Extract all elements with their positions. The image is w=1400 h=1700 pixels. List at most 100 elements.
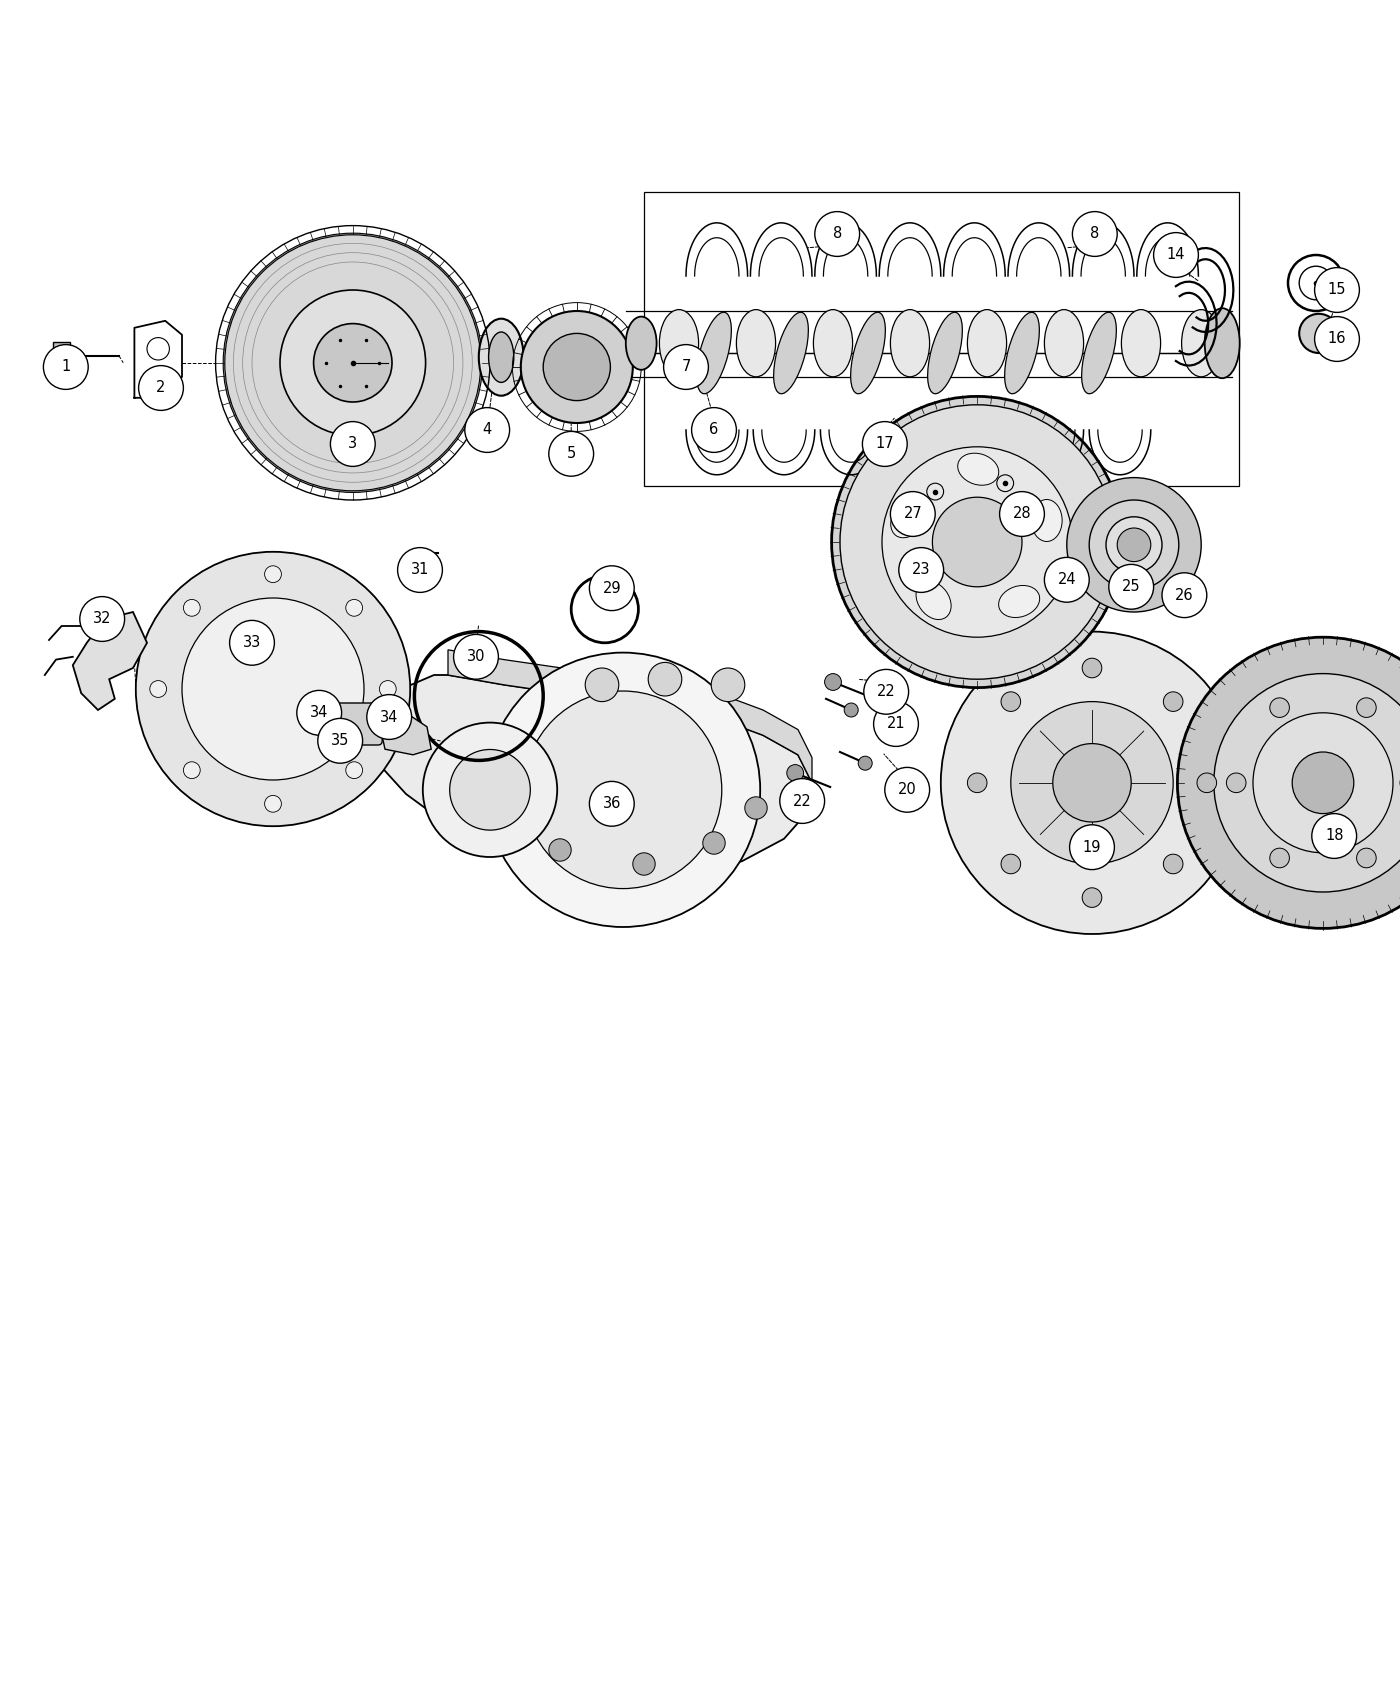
Circle shape	[136, 552, 410, 826]
Text: 4: 4	[483, 423, 491, 437]
Circle shape	[1357, 697, 1376, 717]
Circle shape	[398, 547, 442, 592]
Bar	[644, 354, 1239, 486]
Text: 18: 18	[1324, 828, 1344, 843]
Text: 14: 14	[1166, 248, 1186, 262]
Circle shape	[183, 762, 200, 779]
Circle shape	[589, 566, 634, 610]
Text: 26: 26	[1175, 588, 1194, 604]
Circle shape	[1315, 316, 1359, 362]
Text: 27: 27	[903, 507, 923, 522]
Ellipse shape	[489, 332, 514, 382]
Circle shape	[549, 432, 594, 476]
Circle shape	[346, 600, 363, 615]
Bar	[53, 342, 70, 371]
Circle shape	[664, 345, 708, 389]
Text: 16: 16	[1327, 332, 1347, 347]
Circle shape	[825, 673, 841, 690]
Circle shape	[1357, 848, 1376, 867]
Circle shape	[1070, 824, 1114, 870]
Circle shape	[346, 762, 363, 779]
Ellipse shape	[659, 309, 699, 377]
Ellipse shape	[890, 500, 925, 537]
Circle shape	[1270, 697, 1289, 717]
Circle shape	[1082, 887, 1102, 908]
Text: 2: 2	[157, 381, 165, 396]
Circle shape	[1253, 712, 1393, 853]
Text: 19: 19	[1082, 840, 1102, 855]
Circle shape	[864, 670, 909, 714]
Ellipse shape	[1182, 309, 1221, 377]
Text: 30: 30	[466, 649, 486, 665]
Circle shape	[1292, 751, 1354, 814]
Circle shape	[465, 408, 510, 452]
Circle shape	[379, 680, 396, 697]
Text: 8: 8	[833, 226, 841, 241]
Circle shape	[265, 566, 281, 583]
Circle shape	[585, 668, 619, 702]
Polygon shape	[73, 612, 147, 711]
Circle shape	[230, 620, 274, 665]
Text: 1: 1	[62, 359, 70, 374]
Circle shape	[1177, 638, 1400, 928]
Ellipse shape	[774, 313, 808, 394]
Circle shape	[815, 211, 860, 257]
Circle shape	[43, 345, 88, 389]
Circle shape	[1011, 702, 1173, 864]
Circle shape	[1044, 558, 1089, 602]
Text: 22: 22	[792, 794, 812, 809]
Circle shape	[1001, 853, 1021, 874]
Circle shape	[80, 597, 125, 641]
Circle shape	[1082, 658, 1102, 678]
Text: 34: 34	[379, 709, 399, 724]
Ellipse shape	[736, 309, 776, 377]
Circle shape	[330, 422, 375, 466]
Circle shape	[633, 853, 655, 876]
Circle shape	[543, 333, 610, 401]
Circle shape	[1163, 853, 1183, 874]
Text: 23: 23	[911, 563, 931, 578]
Circle shape	[1109, 564, 1154, 609]
FancyBboxPatch shape	[323, 704, 382, 745]
Circle shape	[524, 690, 722, 889]
Circle shape	[932, 496, 1022, 586]
Text: 5: 5	[567, 447, 575, 461]
Text: 17: 17	[875, 437, 895, 452]
Ellipse shape	[697, 313, 731, 394]
Polygon shape	[371, 675, 812, 877]
Ellipse shape	[479, 318, 524, 396]
Circle shape	[549, 838, 571, 862]
Circle shape	[1315, 267, 1359, 313]
Ellipse shape	[813, 309, 853, 377]
Ellipse shape	[626, 316, 657, 371]
Ellipse shape	[1082, 313, 1116, 394]
Ellipse shape	[1005, 313, 1039, 394]
Circle shape	[318, 719, 363, 763]
Circle shape	[224, 235, 482, 491]
Circle shape	[899, 547, 944, 592]
Text: 24: 24	[1057, 573, 1077, 586]
Circle shape	[711, 668, 745, 702]
Circle shape	[1053, 743, 1131, 823]
Bar	[644, 192, 1239, 354]
Text: 28: 28	[1012, 507, 1032, 522]
Text: 31: 31	[410, 563, 430, 578]
Circle shape	[1117, 529, 1151, 561]
Text: 22: 22	[876, 685, 896, 699]
Circle shape	[1299, 314, 1338, 354]
Circle shape	[302, 716, 319, 733]
Circle shape	[941, 632, 1243, 933]
Circle shape	[692, 408, 736, 452]
Circle shape	[1312, 814, 1357, 858]
Circle shape	[589, 782, 634, 826]
Circle shape	[1000, 491, 1044, 537]
Ellipse shape	[1032, 500, 1063, 542]
Text: 33: 33	[242, 636, 262, 651]
Circle shape	[1226, 774, 1246, 792]
Text: 3: 3	[349, 437, 357, 452]
Circle shape	[314, 323, 392, 401]
Circle shape	[280, 291, 426, 435]
Circle shape	[858, 756, 872, 770]
Circle shape	[703, 831, 725, 853]
Circle shape	[787, 765, 804, 782]
